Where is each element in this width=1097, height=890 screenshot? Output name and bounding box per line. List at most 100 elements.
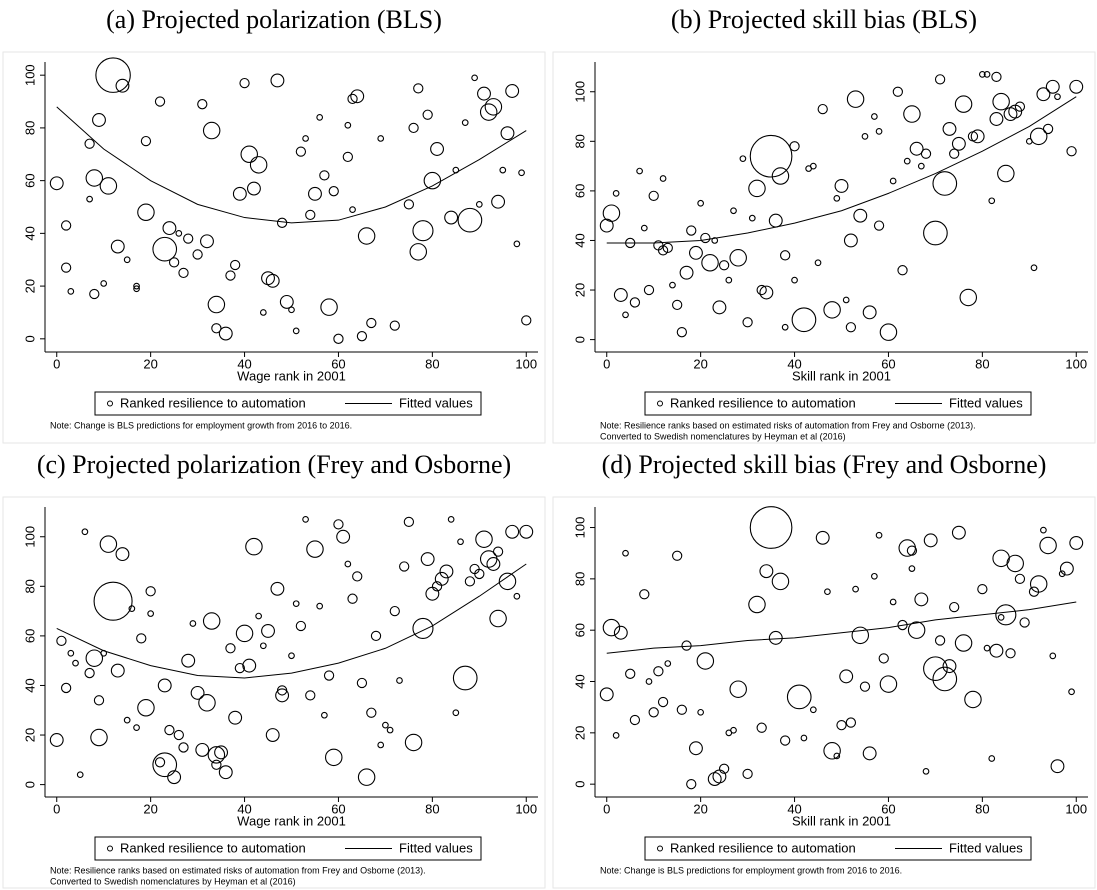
point <box>780 735 791 746</box>
point <box>115 78 130 93</box>
x-tick-label: 100 <box>1065 801 1087 816</box>
point <box>859 681 871 692</box>
point <box>484 98 503 116</box>
fitted-line <box>56 563 527 679</box>
point <box>823 742 841 760</box>
point <box>1029 127 1048 146</box>
y-tick-label: 80 <box>22 579 37 593</box>
legend-box <box>94 391 482 416</box>
point <box>49 733 64 747</box>
point <box>344 121 352 129</box>
point <box>447 516 455 523</box>
point <box>84 667 95 679</box>
point <box>137 699 155 717</box>
point <box>486 557 501 571</box>
note: Note: Change is BLS predictions for empl… <box>50 420 352 430</box>
note: Note: Resilience ranks based on estimate… <box>600 420 976 430</box>
x-tick-label: 100 <box>1065 356 1087 371</box>
point <box>756 722 767 733</box>
y-tick-label: 100 <box>572 81 587 103</box>
point <box>302 516 309 523</box>
point <box>491 194 506 209</box>
point <box>700 232 711 244</box>
point <box>137 203 155 222</box>
point <box>932 666 958 692</box>
point <box>756 284 767 296</box>
x-tick-label: 40 <box>787 356 801 371</box>
point <box>200 234 214 249</box>
point <box>67 288 75 295</box>
point <box>815 530 830 545</box>
point <box>1058 570 1066 578</box>
point <box>636 167 643 175</box>
point <box>718 763 730 774</box>
x-tick-label: 80 <box>975 356 989 371</box>
point <box>676 327 688 338</box>
point <box>622 549 629 557</box>
point <box>444 210 459 225</box>
point <box>479 103 498 121</box>
point <box>1030 264 1038 272</box>
point <box>464 576 476 587</box>
point <box>951 136 966 151</box>
point <box>917 162 925 170</box>
point <box>846 90 865 108</box>
point <box>934 635 946 646</box>
point <box>688 245 703 260</box>
point <box>259 642 267 650</box>
point <box>366 317 377 329</box>
point <box>997 164 1015 183</box>
point <box>518 169 525 177</box>
point <box>225 643 236 654</box>
panel-title: (b) Projected skill bias (BLS) <box>671 5 977 34</box>
point <box>983 644 991 652</box>
point <box>403 199 415 210</box>
x-tick-label: 0 <box>603 356 610 371</box>
point <box>814 259 822 267</box>
legend-label: Ranked resilience to automation <box>670 840 856 855</box>
point <box>809 162 817 170</box>
point <box>323 670 335 681</box>
y-tick-label: 0 <box>572 336 587 343</box>
point <box>513 240 521 248</box>
point <box>875 128 883 135</box>
point <box>686 779 697 790</box>
point <box>255 612 262 620</box>
point <box>81 528 89 536</box>
point <box>1069 535 1084 550</box>
point <box>749 506 793 549</box>
point <box>305 209 316 221</box>
point <box>836 719 847 731</box>
point <box>154 96 166 107</box>
point <box>686 225 697 236</box>
point <box>192 249 203 260</box>
point <box>914 592 929 607</box>
y-tick-label: 20 <box>22 279 37 293</box>
point <box>198 694 216 712</box>
point <box>349 206 356 213</box>
point <box>613 625 628 640</box>
panel: (b) Projected skill bias (BLS) 0 20 40 60 80 1… <box>552 5 1096 444</box>
point <box>261 271 275 286</box>
point <box>639 589 650 600</box>
point <box>133 724 140 731</box>
point <box>909 141 924 156</box>
point <box>1019 617 1030 628</box>
point <box>989 112 1004 126</box>
point <box>409 243 428 261</box>
point <box>959 288 978 307</box>
point <box>729 680 747 698</box>
point <box>697 708 704 716</box>
point <box>1036 87 1051 102</box>
point <box>265 273 280 288</box>
point <box>336 529 351 544</box>
point <box>688 741 703 756</box>
panel-title: (c) Projected polarization (Frey and Osb… <box>37 450 511 479</box>
point <box>809 706 817 714</box>
point <box>949 601 960 613</box>
legend-box <box>644 836 1032 861</box>
point <box>316 602 324 610</box>
point <box>1039 536 1057 555</box>
point <box>852 585 859 593</box>
